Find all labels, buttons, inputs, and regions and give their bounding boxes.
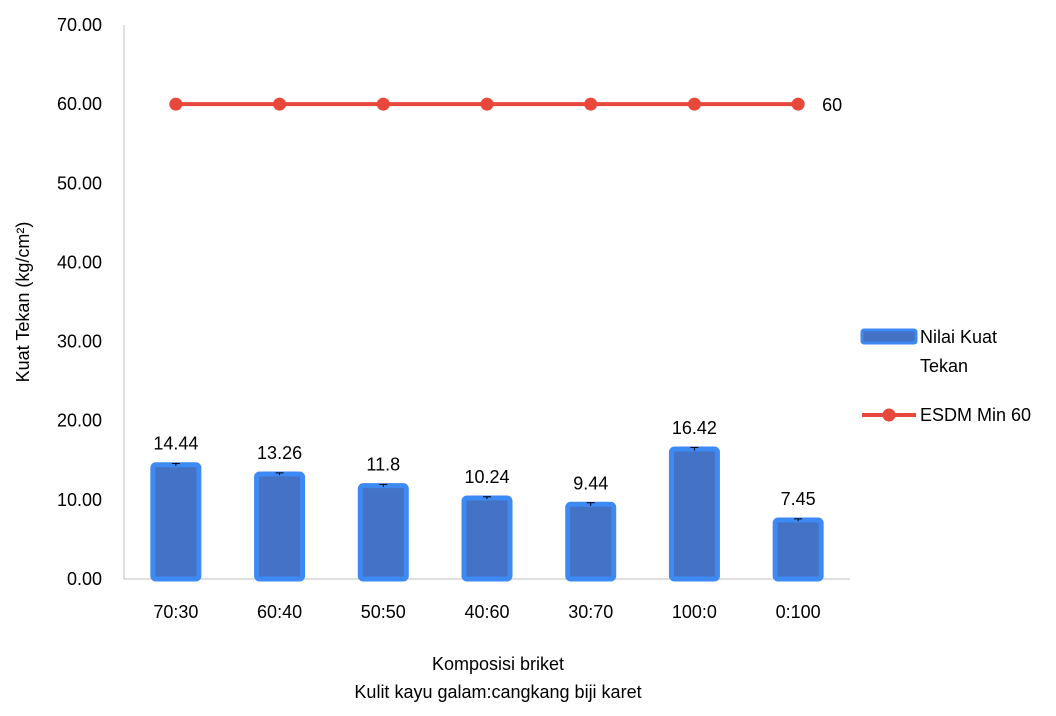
line-point — [273, 97, 287, 111]
bar-data-label: 9.44 — [573, 473, 608, 493]
y-axis-title: Kuat Tekan (kg/cm²) — [13, 222, 33, 383]
y-tick-label: 30.00 — [57, 332, 102, 352]
bar-data-label: 13.26 — [257, 443, 302, 463]
y-tick-label: 70.00 — [57, 15, 102, 35]
bar-data-label: 11.8 — [366, 455, 400, 475]
x-tick-label: 70:30 — [153, 602, 198, 622]
line-point — [169, 97, 183, 111]
line-end-label: 60 — [822, 95, 842, 115]
bar-data-label: 7.45 — [781, 489, 816, 509]
x-tick-label: 100:0 — [672, 602, 717, 622]
y-tick-label: 10.00 — [57, 490, 102, 510]
legend: Nilai Kuat Tekan ESDM Min 60 — [860, 327, 1031, 425]
legend-label-bar: Nilai Kuat — [920, 327, 997, 347]
y-tick-label: 40.00 — [57, 252, 102, 272]
bar-series: 14.44 13.26 11.8 10.24 9.44 16.42 7.45 — [150, 418, 824, 582]
legend-swatch-bar — [860, 328, 918, 345]
x-tick-label: 40:60 — [464, 602, 509, 622]
bar — [254, 471, 306, 582]
line-series: 60 — [169, 95, 842, 115]
bar — [461, 495, 513, 582]
legend-swatch-marker — [882, 408, 896, 422]
x-axis-subtitle: Kulit kayu galam:cangkang biji karet — [354, 682, 641, 702]
bar — [565, 501, 617, 582]
bar — [668, 446, 720, 582]
bar-data-label: 10.24 — [464, 467, 509, 487]
x-tick-label: 60:40 — [257, 602, 302, 622]
y-tick-label: 0.00 — [67, 569, 102, 589]
y-axis: 0.00 10.00 20.00 30.00 40.00 50.00 60.00 70.00 K… — [13, 15, 125, 589]
x-tick-label: 50:50 — [361, 602, 406, 622]
y-tick-label: 60.00 — [57, 94, 102, 114]
x-tick-label: 0:100 — [776, 602, 821, 622]
bar-data-label: 16.42 — [672, 418, 717, 438]
legend-label-line: ESDM Min 60 — [920, 405, 1031, 425]
bar — [357, 483, 409, 582]
bar — [150, 462, 202, 582]
x-tick-label: 30:70 — [568, 602, 613, 622]
y-tick-label: 50.00 — [57, 173, 102, 193]
line-point — [376, 97, 390, 111]
legend-label-bar: Tekan — [920, 356, 968, 376]
line-point — [480, 97, 494, 111]
y-tick-label: 20.00 — [57, 411, 102, 431]
line-point — [791, 97, 805, 111]
line-point — [584, 97, 598, 111]
line-point — [687, 97, 701, 111]
bar-data-label: 14.44 — [153, 434, 198, 454]
x-axis: 70:30 60:40 50:50 40:60 30:70 100:0 0:100 Kompo… — [124, 578, 850, 702]
bar — [772, 517, 824, 582]
x-axis-title: Komposisi briket — [432, 654, 564, 674]
